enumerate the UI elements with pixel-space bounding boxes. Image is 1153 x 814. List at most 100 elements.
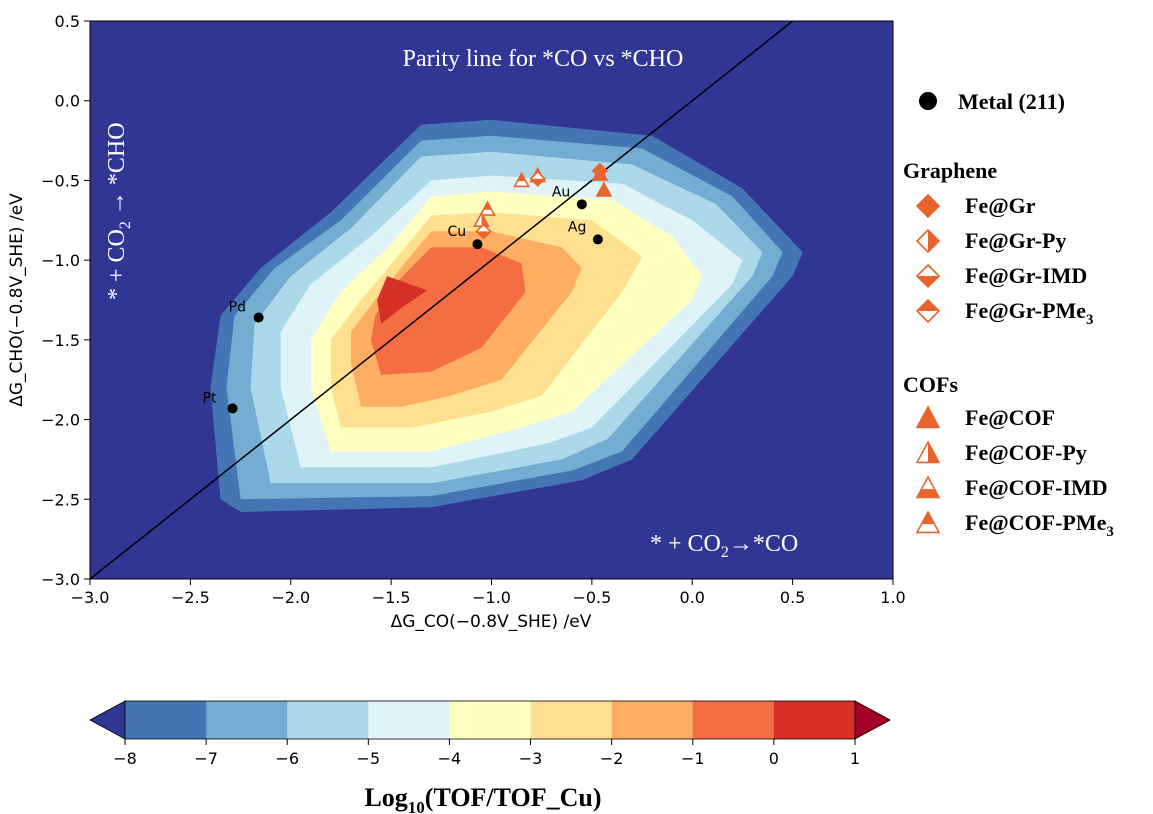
x-tick-label: 0.0 <box>680 588 705 607</box>
colorbar-tick-label: −3 <box>519 749 543 768</box>
legend-cof-3-label: Fe@COF-PMe3 <box>965 510 1114 540</box>
orange-marker-8 <box>475 223 492 240</box>
x-axis-label: ΔG_CO(−0.8V_SHE) /eV <box>391 612 592 632</box>
marker-fill <box>917 300 939 311</box>
metal-label-pd: Pd <box>229 300 246 316</box>
cho-region-post: → *CHO <box>104 122 130 221</box>
colorbar <box>89 700 891 740</box>
marker-fill <box>481 213 489 227</box>
marker-fill <box>530 178 545 186</box>
legend-cof-0-icon <box>915 405 941 429</box>
orange-marker-6 <box>479 200 496 216</box>
co-region-sub: 2 <box>721 544 729 561</box>
metal-point-pt <box>227 403 238 414</box>
metal-point-pd <box>253 312 264 323</box>
parity-line <box>90 21 794 579</box>
x-tick-label: −2.5 <box>171 588 210 607</box>
colorbar-extend-low <box>89 700 126 740</box>
marker-outline <box>591 165 609 181</box>
metal-point-group: Pd Pt Cu Au Ag <box>203 184 603 414</box>
orange-marker-5 <box>595 181 613 197</box>
legend-cof-1-icon <box>915 440 941 464</box>
y-tick-label: 0.5 <box>55 12 80 31</box>
legend-graphene-1-icon <box>915 228 941 254</box>
colorbar-segment-2 <box>287 701 369 739</box>
cho-region-text: * + CO2 → *CHO <box>104 122 134 300</box>
legend-cof-3-icon <box>915 510 941 534</box>
metal-label-cu: Cu <box>447 224 466 240</box>
legend-graphene-2-label: Fe@Gr-IMD <box>965 263 1087 288</box>
orange-marker-group <box>473 162 613 240</box>
metal-point-au <box>576 199 587 210</box>
colorbar-extend-high <box>854 700 891 740</box>
colorbar-segment-3 <box>368 701 450 739</box>
x-tick-label: 1.0 <box>880 588 905 607</box>
x-tick-label: 0.5 <box>780 588 805 607</box>
y-axis-ticks: 0.5 0.0 −0.5 −1.0 −1.5 −2.0 −2.5 −3.0 <box>41 12 90 589</box>
cho-region-pre: * + CO <box>104 229 130 300</box>
marker-fill <box>483 202 492 210</box>
parity-annotation: Parity line for *CO vs *CHO <box>403 46 684 72</box>
y-tick-label: −1.5 <box>41 331 80 350</box>
colorbar-tick-label: −5 <box>357 749 381 768</box>
colorbar-segment-0 <box>125 701 207 739</box>
x-tick-label: −1.5 <box>372 588 411 607</box>
colorbar-segment-6 <box>611 701 694 739</box>
legend-cof-1-label: Fe@COF-Py <box>965 440 1087 465</box>
y-tick-label: −2.5 <box>41 490 80 509</box>
legend-graphene-3-label: Fe@Gr-PMe3 <box>965 298 1094 328</box>
marker-outline <box>595 181 613 197</box>
y-tick-label: 0.0 <box>55 92 80 111</box>
y-axis-label-wrap: ΔG_CHO(−0.8V_SHE) /eV <box>7 193 27 407</box>
colorbar-segment-7 <box>692 701 775 739</box>
orange-marker-4 <box>591 165 609 181</box>
x-tick-label: −0.5 <box>572 588 611 607</box>
metal-point-ag <box>592 234 603 245</box>
co-region-pre: * + CO <box>650 531 721 557</box>
x-tick-label: −3.0 <box>71 588 110 607</box>
metal-label-pt: Pt <box>203 390 217 406</box>
legend-items: Fe@Gr Fe@Gr-Py Fe@Gr-IMD Fe@Gr-PMe3 Fe@COF Fe… <box>915 193 1114 540</box>
metal-label-au: Au <box>552 184 570 200</box>
legend-cof-0-label: Fe@COF <box>965 405 1055 430</box>
legend-cofs-title: COFs <box>903 372 958 397</box>
colorbar-title-post: (TOF/TOF_Cu) <box>425 783 602 812</box>
cho-region-sub: 2 <box>117 221 134 229</box>
legend-cof-2-icon <box>915 475 941 499</box>
orange-marker-2 <box>529 170 546 187</box>
parity-line-group <box>90 21 794 579</box>
colorbar-tick-label: −6 <box>275 749 299 768</box>
colorbar-frame <box>124 700 856 740</box>
marker-fill <box>921 512 935 525</box>
orange-marker-0 <box>513 171 530 188</box>
marker-fill <box>917 276 939 287</box>
y-tick-label: −2.0 <box>41 411 80 430</box>
marker-fill <box>917 489 939 498</box>
metal-point-cu <box>472 239 483 250</box>
x-tick-label: −1.0 <box>472 588 511 607</box>
colorbar-tick-label: −1 <box>681 749 705 768</box>
colorbar-title-pre: Log <box>364 783 407 812</box>
y-tick-label: −0.5 <box>41 171 80 190</box>
co-region-annotation: * + CO2→*CO <box>650 531 798 561</box>
colorbar-segment-5 <box>530 701 613 739</box>
colorbar-tick-label: −2 <box>600 749 624 768</box>
y-axis-label: ΔG_CHO(−0.8V_SHE) /eV <box>7 193 27 407</box>
legend-cof-2-label: Fe@COF-IMD <box>965 475 1108 500</box>
contour-fill-group <box>210 119 803 513</box>
y-tick-label: −3.0 <box>41 570 80 589</box>
marker-outline <box>915 405 941 429</box>
y-tick-label: −1.0 <box>41 251 80 270</box>
marker-fill <box>928 442 939 463</box>
colorbar-tick-label: −4 <box>438 749 462 768</box>
colorbar-tick-label: 1 <box>850 749 860 768</box>
legend-graphene-0-label: Fe@Gr <box>965 193 1036 218</box>
marker-fill <box>928 230 939 252</box>
colorbar-tick-label: −7 <box>194 749 218 768</box>
legend-graphene-1-label: Fe@Gr-Py <box>965 228 1067 253</box>
legend: Metal (211) Graphene COFs Fe@GrFe@Gr-PyF… <box>903 89 1114 540</box>
marker-outline <box>915 193 941 219</box>
legend-metal-marker <box>919 92 937 110</box>
legend-graphene-2-icon <box>915 263 941 289</box>
